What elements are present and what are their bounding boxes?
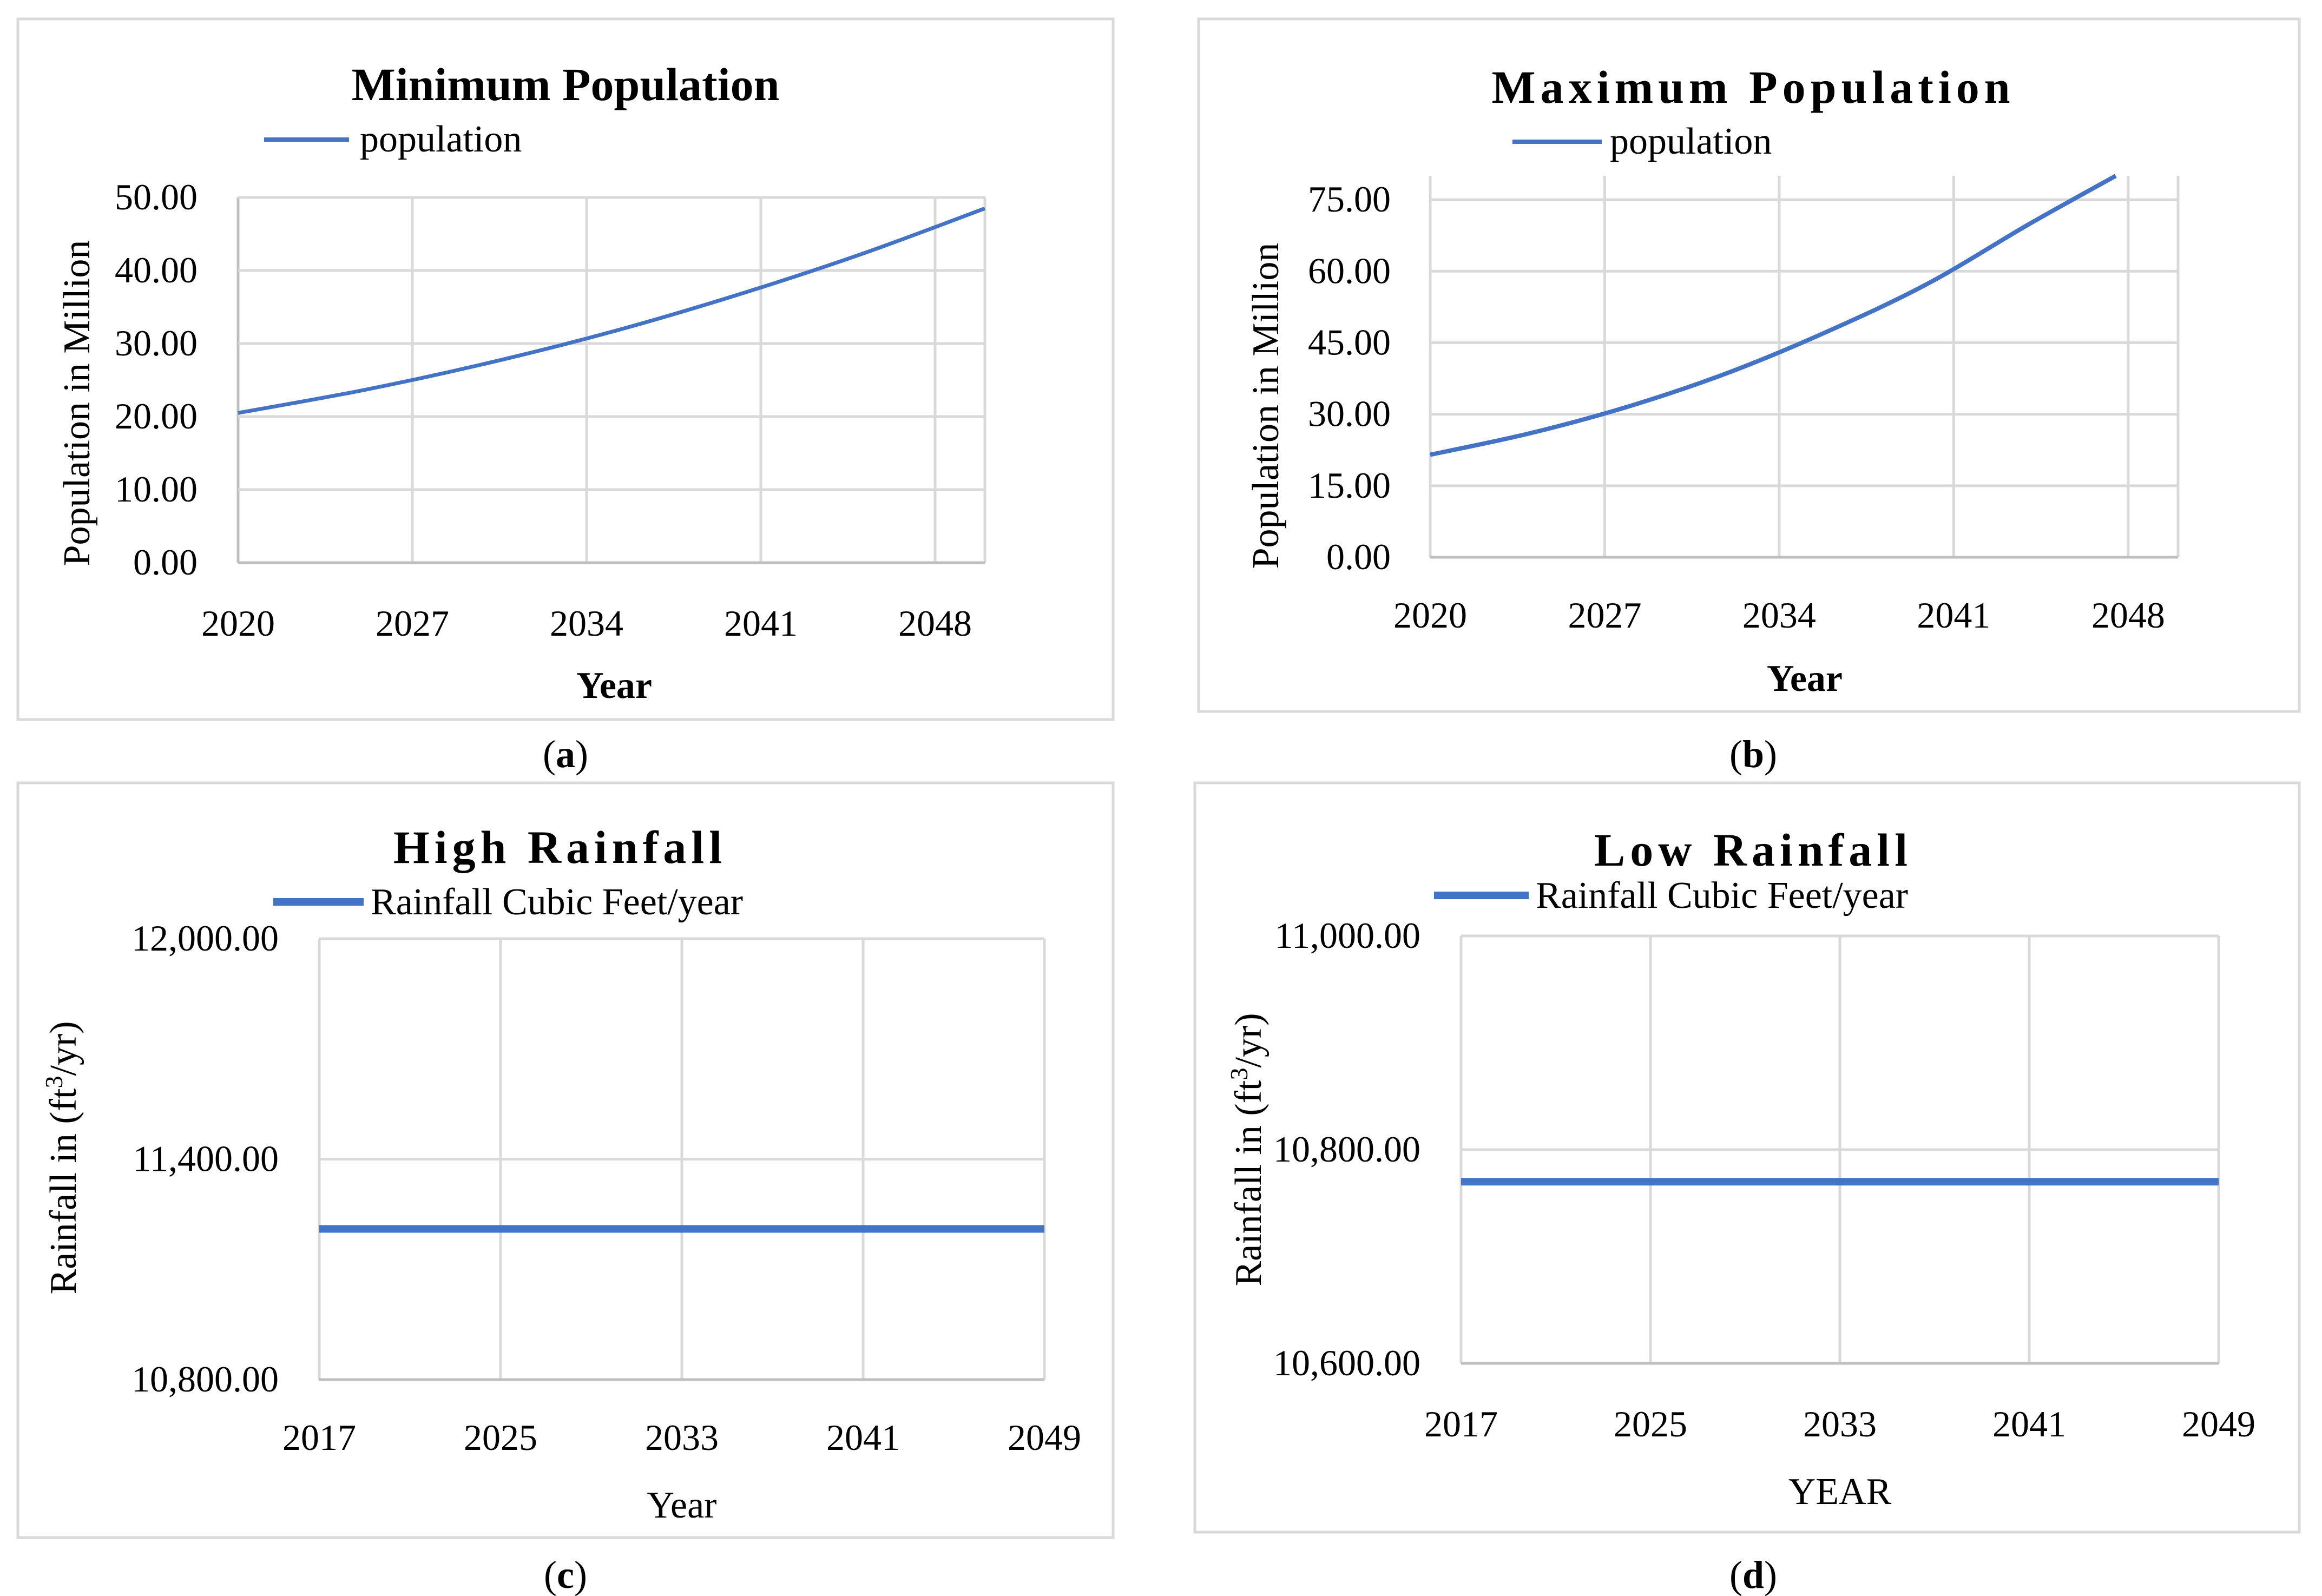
chart-d-xtick: 2049 (2182, 1403, 2255, 1445)
panel-label-d: (d) (1729, 1553, 1777, 1596)
panel-label-a: (a) (543, 733, 588, 776)
chart-d-xtick: 2017 (1424, 1403, 1498, 1445)
chart-b-xlabel: Year (1767, 658, 1843, 700)
panel-label-b: (b) (1729, 733, 1777, 776)
chart-a-xtick: 2034 (550, 603, 623, 644)
chart-d-xtick: 2041 (1992, 1403, 2066, 1445)
chart-a-title: Minimum Population (352, 58, 780, 110)
chart-c-ytick: 11,400.00 (133, 1138, 279, 1179)
chart-c: High Rainfall Rainfall Cubic Feet/year 2… (16, 781, 1115, 1539)
chart-b-xtick: 2020 (1393, 595, 1467, 636)
panel-label-b-letter: b (1742, 733, 1764, 776)
chart-d-xtick: 2033 (1803, 1403, 1877, 1445)
chart-c-xlabel: Year (647, 1485, 717, 1526)
chart-a-ytick: 20.00 (115, 395, 198, 437)
chart-d: Low Rainfall Rainfall Cubic Feet/year 20… (1193, 781, 2301, 1534)
chart-c-plot: 2017 2025 2033 2041 2049 10,800.00 11,400.00 12… (131, 918, 1081, 1458)
chart-d-ytick: 10,800.00 (1273, 1129, 1420, 1170)
chart-a-ylabel: Population in Million (56, 240, 98, 566)
chart-c-xtick: 2017 (282, 1417, 356, 1458)
chart-a-ytick: 10.00 (115, 469, 198, 510)
chart-a-xtick: 2048 (898, 603, 972, 644)
chart-c-ytick: 12,000.00 (131, 918, 279, 959)
chart-a-frame (16, 17, 1115, 721)
chart-d-frame (1193, 781, 2301, 1534)
chart-d-ytick: 11,000.00 (1275, 915, 1420, 956)
chart-b-ytick: 60.00 (1308, 250, 1391, 291)
chart-c-xtick: 2041 (826, 1417, 900, 1458)
chart-b-plot: 2020 2027 2034 2041 2048 0.00 15.00 30.00 45.00 6… (1308, 174, 2180, 636)
chart-c-xtick: 2033 (645, 1417, 719, 1458)
chart-b-legend-label: population (1610, 121, 1772, 162)
chart-a-ytick: 50.00 (115, 176, 198, 217)
chart-b: Maximum Population population 2020 2027 20… (1197, 17, 2301, 713)
chart-c-xtick: 2049 (1008, 1417, 1081, 1458)
chart-a-xlabel: Year (576, 665, 652, 707)
chart-a: Minimum Population population 2020 2027 20… (16, 17, 1115, 721)
chart-a-xtick: 2041 (724, 603, 798, 644)
chart-b-title: Maximum Population (1491, 61, 2015, 113)
chart-b-xtick: 2027 (1568, 595, 1641, 636)
panel-label-a-letter: a (556, 733, 575, 776)
chart-b-ylabel: Population in Million (1245, 243, 1287, 569)
chart-d-plot: 2017 2025 2033 2041 2049 10,600.00 10,800.00 11… (1273, 915, 2255, 1445)
chart-d-legend-label: Rainfall Cubic Feet/year (1536, 875, 1908, 916)
chart-d-xlabel: YEAR (1788, 1471, 1892, 1513)
chart-a-ytick: 30.00 (115, 322, 198, 364)
chart-b-xtick: 2034 (1742, 595, 1816, 636)
panel-label-c-letter: c (557, 1553, 574, 1596)
panel-label-d-letter: d (1742, 1553, 1764, 1596)
chart-d-title: Low Rainfall (1594, 824, 1912, 876)
chart-b-xtick: 2041 (1917, 595, 1990, 636)
chart-a-xtick: 2020 (201, 603, 275, 644)
chart-b-xtick: 2048 (2091, 595, 2165, 636)
chart-c-ytick: 10,800.00 (131, 1358, 279, 1400)
chart-a-ytick: 40.00 (115, 249, 198, 291)
chart-d-ylabel: Rainfall in (ft3/yr) (1225, 1013, 1270, 1286)
chart-c-legend-label: Rainfall Cubic Feet/year (371, 881, 743, 923)
chart-b-series-line (1430, 174, 2117, 457)
chart-c-ylabel: Rainfall in (ft3/yr) (40, 1021, 85, 1294)
chart-d-xtick: 2025 (1614, 1403, 1687, 1445)
chart-a-legend-label: population (360, 118, 522, 160)
chart-c-xtick: 2025 (464, 1417, 537, 1458)
panel-label-c: (c) (544, 1553, 587, 1596)
chart-b-ytick: 0.00 (1326, 536, 1391, 577)
chart-a-xtick: 2027 (376, 603, 449, 644)
chart-b-ytick: 45.00 (1308, 321, 1391, 362)
chart-b-ytick: 15.00 (1308, 465, 1391, 506)
chart-b-ytick: 30.00 (1308, 393, 1391, 434)
chart-d-ytick: 10,600.00 (1273, 1342, 1420, 1383)
chart-a-plot: 2020 2027 2034 2041 2048 0.00 10.00 20.00 30.00 4… (115, 176, 986, 644)
chart-b-ytick: 75.00 (1308, 179, 1391, 220)
chart-a-ytick: 0.00 (133, 542, 198, 583)
chart-a-series-line (238, 206, 986, 415)
chart-c-title: High Rainfall (393, 821, 727, 873)
